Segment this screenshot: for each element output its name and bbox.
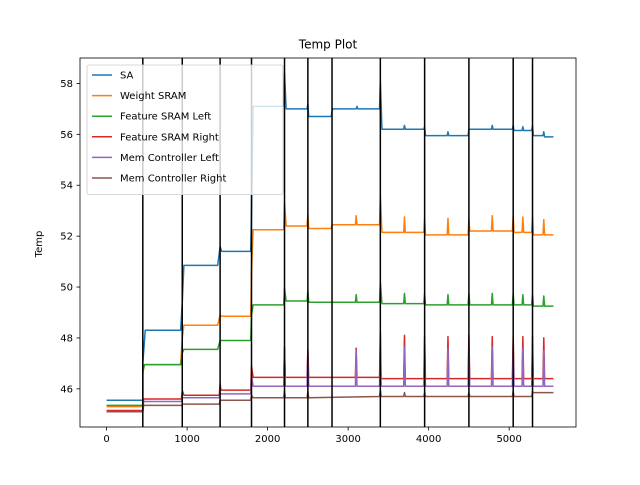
- legend: SA Weight SRAM Feature SRAM Left Feature SR…: [86, 64, 284, 196]
- y-tick-label: 46: [60, 384, 73, 395]
- y-tick-label: 58: [60, 79, 73, 90]
- series-line-0: [106, 72, 554, 402]
- legend-label-1: Weight SRAM: [120, 91, 186, 102]
- legend-label-2: Feature SRAM Left: [120, 112, 211, 123]
- x-tick-label: 4000: [416, 434, 441, 445]
- y-axis-label: Temp: [34, 231, 45, 259]
- legend-box: [86, 64, 284, 196]
- legend-label-3: Feature SRAM Right: [120, 132, 219, 143]
- chart-title: Temp Plot: [298, 38, 358, 52]
- y-tick-label: 54: [60, 181, 73, 192]
- legend-label-4: Mem Controller Left: [120, 153, 219, 164]
- x-tick-label: 1000: [174, 434, 199, 445]
- x-tick-label: 5000: [496, 434, 521, 445]
- legend-label-5: Mem Controller Right: [120, 174, 226, 185]
- y-tick-label: 52: [60, 232, 73, 243]
- y-tick-label: 56: [60, 130, 73, 141]
- y-tick-label: 50: [60, 283, 73, 294]
- legend-label-0: SA: [120, 71, 134, 82]
- x-tick-label: 0: [103, 434, 109, 445]
- y-tick-label: 48: [60, 333, 73, 344]
- axes-frame: [79, 57, 577, 428]
- series-line-2: [106, 281, 554, 407]
- x-tick-label: 2000: [255, 434, 280, 445]
- x-tick-label: 3000: [335, 434, 360, 445]
- series-line-1: [106, 194, 554, 408]
